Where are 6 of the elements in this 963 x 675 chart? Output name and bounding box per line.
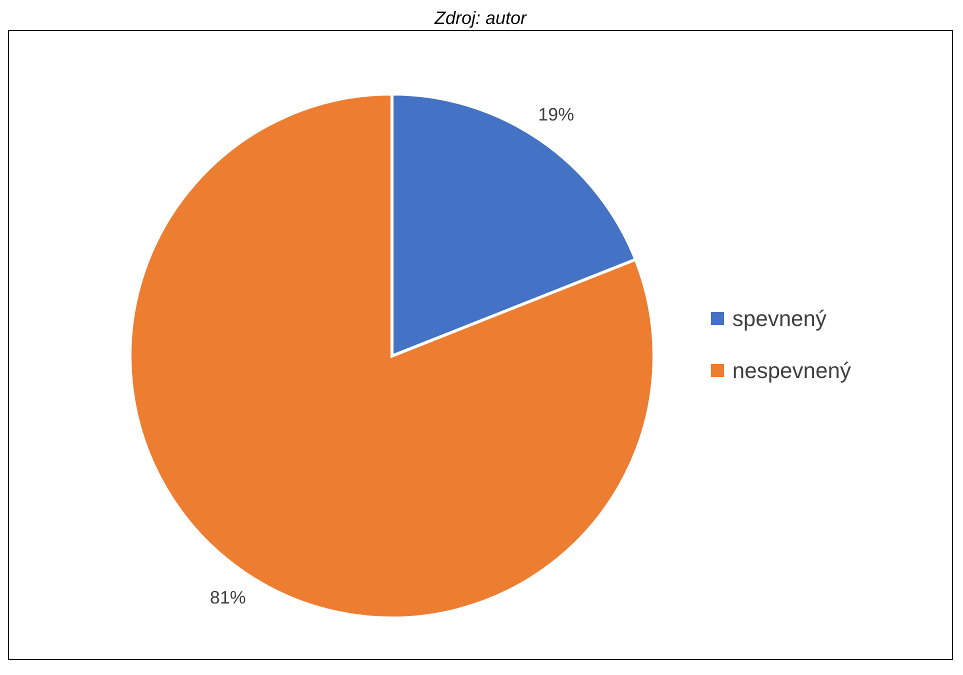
data-label: 19% [538, 104, 574, 124]
legend-label: nespevnený [732, 356, 851, 385]
legend-label: spevnený [732, 304, 827, 333]
pie-slice [128, 92, 656, 620]
text: Zdroj: autor [433, 8, 528, 30]
data-label: 81% [210, 588, 246, 608]
